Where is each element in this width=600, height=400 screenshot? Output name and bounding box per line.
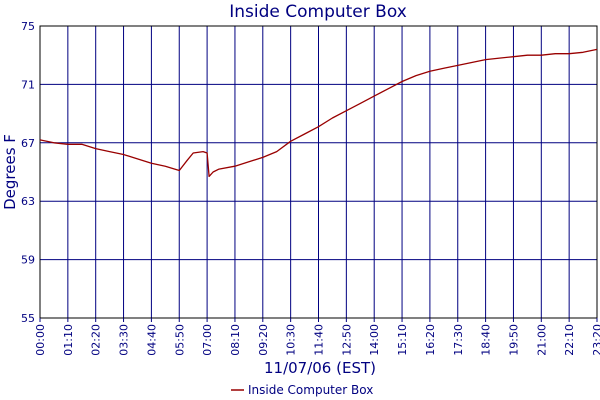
y-tick-label: 63 [21,195,35,208]
chart-title: Inside Computer Box [229,2,407,22]
grid [39,25,598,319]
series-layer [39,48,598,178]
x-tick-label: 23:20 [591,324,600,356]
x-tick-label: 01:10 [62,324,75,356]
y-axis-label: Degrees F [1,134,19,210]
series-line [39,48,598,178]
y-tick-label: 59 [21,254,35,267]
legend: Inside Computer Box [231,383,373,397]
x-tick-label: 09:20 [257,324,270,356]
y-tick-label: 75 [21,20,35,33]
legend-label: Inside Computer Box [248,383,373,397]
y-tick-label: 67 [21,137,35,150]
x-ticks: 00:00 01:10 02:20 03:30 04:40 05:50 07:00 08:10… [34,318,600,356]
y-ticks: 55 59 63 67 71 75 [21,20,35,325]
y-tick-label: 71 [21,78,35,91]
x-tick-label: 12:50 [340,324,353,356]
x-tick-label: 10:30 [285,324,298,356]
x-tick-label: 18:40 [480,324,493,356]
x-tick-label: 19:50 [507,324,520,356]
x-tick-label: 04:40 [145,324,158,356]
x-tick-label: 07:00 [201,324,214,356]
x-tick-label: 02:20 [90,324,103,356]
x-tick-label: 16:20 [424,324,437,356]
x-tick-label: 05:50 [173,324,186,356]
y-tick-label: 55 [21,312,35,325]
x-tick-label: 17:30 [452,324,465,356]
x-tick-label: 21:00 [535,324,548,356]
x-tick-label: 00:00 [34,324,47,356]
x-tick-label: 03:30 [118,324,131,356]
x-tick-label: 11:40 [313,324,326,356]
x-tick-label: 08:10 [229,324,242,356]
x-tick-label: 22:10 [563,324,576,356]
x-axis-label: 11/07/06 (EST) [264,359,376,377]
x-tick-label: 15:10 [396,324,409,356]
x-tick-label: 14:00 [368,324,381,356]
